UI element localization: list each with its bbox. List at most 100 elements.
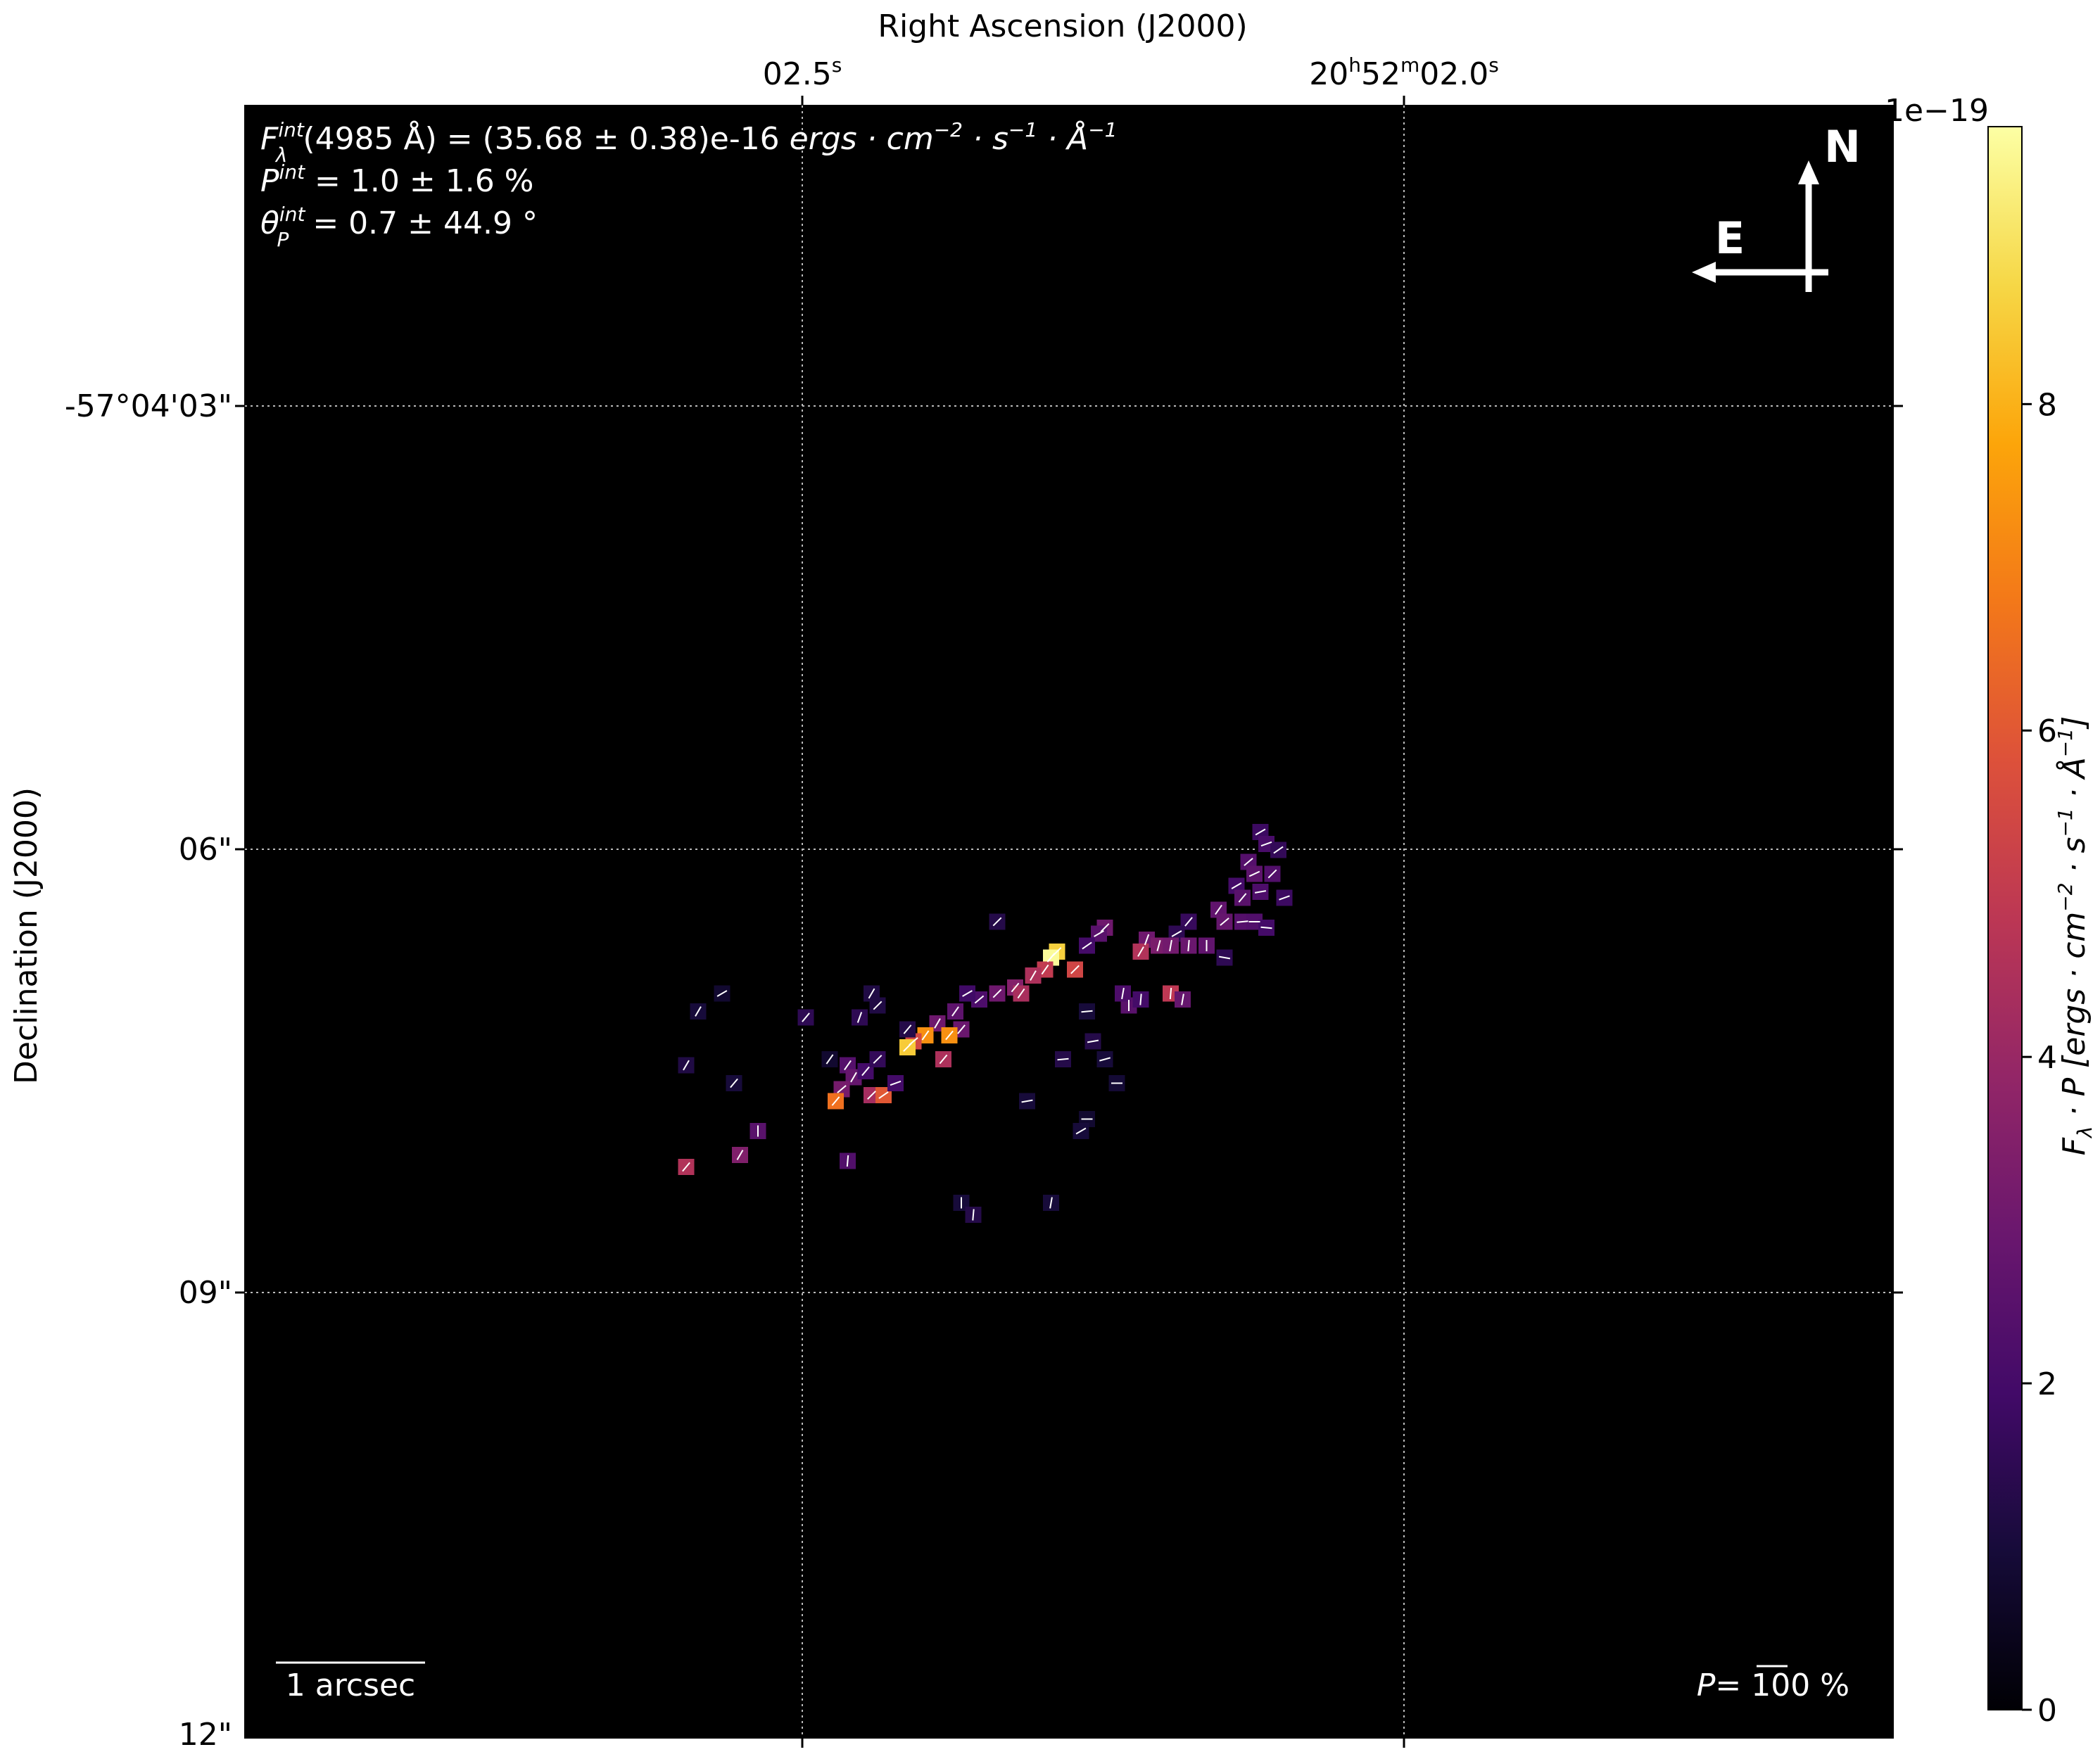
polarization-vector xyxy=(992,989,1002,998)
polarization-vector xyxy=(1087,1039,1099,1043)
polarization-vector xyxy=(861,1066,870,1077)
tick-marks xyxy=(235,96,1903,1748)
polarization-vector xyxy=(992,917,1002,927)
polarization-vector xyxy=(1169,987,1172,1000)
polarization-vector xyxy=(1231,882,1242,889)
polarization-vector xyxy=(1100,923,1110,932)
polarization-vector xyxy=(844,1060,852,1071)
polarization-scale-label: P= 100 % xyxy=(1697,1668,1849,1703)
polarization-vector xyxy=(867,1091,876,1100)
polarization-vector xyxy=(890,1080,902,1086)
polarization-vector xyxy=(1139,993,1142,1005)
polarization-vector xyxy=(873,1055,883,1064)
polarization-vector xyxy=(1218,955,1231,960)
map-background xyxy=(244,105,1894,1739)
x-tick-label: 02.5s xyxy=(763,53,842,92)
east-label: E xyxy=(1715,212,1745,264)
polarization-vector xyxy=(868,988,875,999)
y-tick-label: 12" xyxy=(179,1717,232,1753)
polarization-vector xyxy=(1137,946,1144,957)
north-arrow-head xyxy=(1798,160,1819,184)
polarization-vector xyxy=(939,1054,948,1065)
polarization-vector xyxy=(1094,930,1104,937)
polarization-vector xyxy=(1238,893,1247,903)
polarization-vector xyxy=(826,1054,834,1065)
polarization-vector xyxy=(831,1096,840,1106)
polarization-vector xyxy=(1279,895,1290,901)
polarization-vector xyxy=(683,1060,690,1071)
y-axis-label: Declination (J2000) xyxy=(8,787,44,1084)
integrated-flux-text: Fint λ (4985 Å) = (35.68 ± 0.38)e-16 ergs … xyxy=(260,118,1118,167)
colorbar xyxy=(1987,126,2023,1710)
polarization-vector xyxy=(1082,941,1092,950)
polarization-vector xyxy=(951,1006,959,1017)
polarization-vector xyxy=(1017,988,1025,999)
polarization-vector xyxy=(1260,841,1272,847)
colorbar-offset-text: 1e−19 xyxy=(1885,93,1989,129)
polarization-vector xyxy=(962,990,973,997)
x-tick-label: 20h52m02.0s xyxy=(1309,53,1499,92)
polarization-vector xyxy=(1075,1127,1087,1135)
polarization-vector xyxy=(856,1012,863,1023)
polarization-vector xyxy=(1099,1057,1111,1062)
polarization-vector xyxy=(846,1155,849,1167)
polarization-vector xyxy=(974,995,985,1004)
polarization-vector xyxy=(1049,1197,1053,1209)
polarization-vector xyxy=(682,1162,690,1172)
colorbar-tick-label: 2 xyxy=(2037,1366,2057,1402)
colorbar-tick-label: 4 xyxy=(2037,1040,2057,1076)
polarization-vector xyxy=(736,1150,744,1160)
polarization-vector xyxy=(1236,920,1248,923)
scale-bar: 1 arcsec xyxy=(276,1661,425,1703)
colorbar-tick-label: 6 xyxy=(2037,713,2057,749)
polarization-vector xyxy=(730,1078,738,1088)
polarization-vector xyxy=(1255,828,1266,836)
polarization-vectors xyxy=(682,828,1290,1221)
polarization-vector xyxy=(1267,869,1277,879)
polarization-vector xyxy=(1248,870,1260,877)
compass: N E xyxy=(1692,121,1861,292)
polarization-vector xyxy=(1011,982,1020,993)
north-label: N xyxy=(1824,121,1861,172)
polarization-vector xyxy=(1041,964,1049,975)
polarization-vector xyxy=(957,1024,966,1034)
polarization-vector xyxy=(1254,890,1267,894)
polarization-vector xyxy=(878,1091,889,1099)
east-arrow-head xyxy=(1692,262,1716,283)
x-axis-label: Right Ascension (J2000) xyxy=(878,8,1247,44)
colorbar-ticks: 0 2 4 6 8 xyxy=(2022,387,2057,1729)
polarization-vector xyxy=(921,1030,930,1041)
polarization-scale: P= 100 % xyxy=(1697,1665,1849,1703)
polarization-vector xyxy=(1260,926,1272,929)
polarization-vector xyxy=(1121,987,1125,1000)
polarization-vector xyxy=(1156,940,1161,951)
y-tick-label: 09" xyxy=(179,1275,232,1311)
polarization-vector xyxy=(1070,965,1080,974)
polarization-vector xyxy=(1030,970,1037,981)
polarization-vector xyxy=(695,1006,702,1017)
polarization-vector xyxy=(1021,1099,1033,1103)
colorbar-tick-label: 8 xyxy=(2037,387,2057,423)
integrated-angle-text: θint P = 0.7 ± 44.9 ° xyxy=(260,203,538,251)
integrated-polarization-text: Pint = 1.0 ± 1.6 % xyxy=(260,160,534,199)
polarization-vector xyxy=(716,990,728,997)
polarization-vector xyxy=(1220,917,1229,926)
polarization-vector xyxy=(945,1030,954,1041)
polarization-vector xyxy=(1215,904,1222,915)
colorbar-label: Fλ · P [ergs · cm−2 · s−1 · Å−1] xyxy=(2054,716,2096,1156)
scale-bar-label: 1 arcsec xyxy=(286,1668,415,1703)
grid-lines xyxy=(245,106,1893,1738)
polarization-vector xyxy=(934,1018,941,1029)
polarization-vector xyxy=(903,1043,912,1052)
polarization-vector xyxy=(1081,1010,1093,1013)
polarization-vector xyxy=(873,1001,883,1010)
polarization-vector xyxy=(903,1024,912,1034)
polarization-vector xyxy=(850,1072,857,1083)
polarization-vector xyxy=(1144,934,1150,946)
polarization-vector xyxy=(1046,953,1056,963)
polarization-vector xyxy=(1273,846,1284,854)
colorbar-tick-label: 0 xyxy=(2037,1693,2057,1729)
polarization-vector xyxy=(1184,917,1193,927)
polarization-vector xyxy=(1057,1058,1069,1061)
